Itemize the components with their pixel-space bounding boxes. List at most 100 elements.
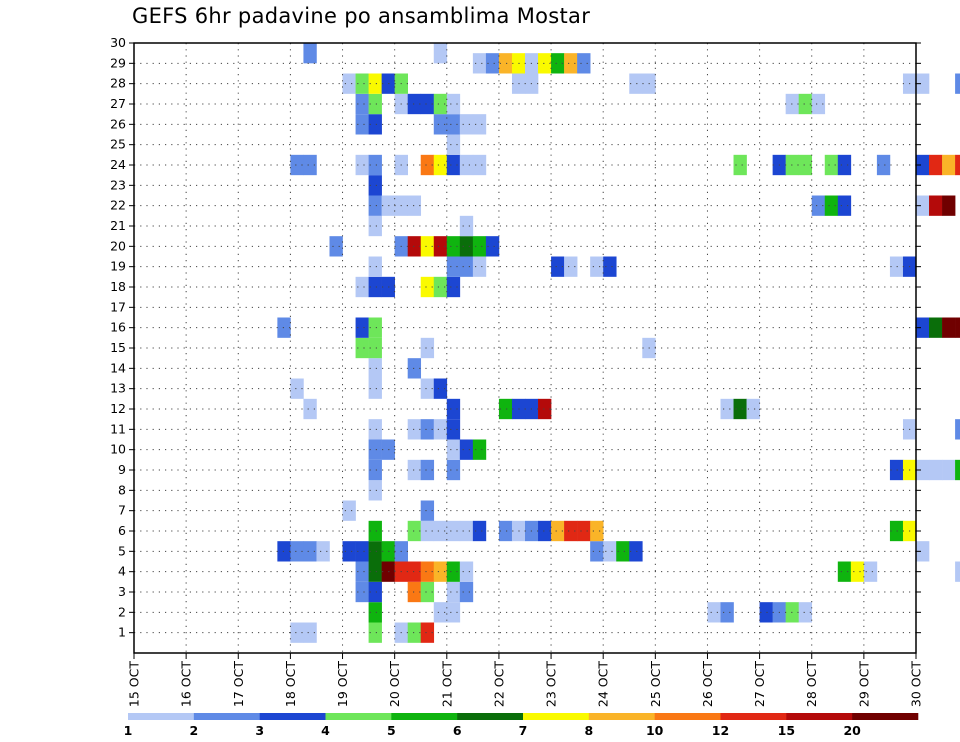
precip-cell (942, 317, 956, 338)
precip-cell (420, 500, 435, 521)
precip-cell (955, 73, 960, 94)
y-tick-label: 27 (110, 96, 126, 111)
precip-cell (407, 459, 422, 481)
precip-cell (577, 53, 591, 74)
precip-cell (368, 419, 382, 440)
precip-cell (433, 378, 448, 399)
precip-cell (759, 602, 773, 623)
precip-cell (329, 236, 343, 257)
x-tick-label: 16 OCT (179, 661, 194, 707)
precip-cell (355, 561, 369, 582)
precip-cell (368, 561, 382, 582)
precip-cell (811, 93, 826, 115)
precip-cell (929, 317, 943, 338)
precip-cell (720, 398, 734, 420)
x-tick-label: 26 OCT (700, 661, 715, 707)
color-legend: 1 2 3 4 5 6 7 8 10 12 15 20 (124, 713, 919, 738)
precip-cell (316, 541, 330, 562)
precip-cell (368, 73, 382, 94)
precip-cell (942, 459, 956, 481)
precip-cell (863, 561, 878, 582)
precip-cell (459, 581, 474, 603)
precip-cell (446, 581, 461, 603)
precip-cell (446, 236, 461, 257)
y-tick-label: 14 (110, 360, 126, 375)
precip-cell (407, 622, 422, 643)
precip-cell (472, 256, 487, 277)
precip-cell (303, 541, 317, 562)
precip-cell (889, 459, 904, 481)
chart-title: GEFS 6hr padavine po ansamblima Mostar (132, 4, 591, 28)
legend-swatch (588, 713, 655, 720)
precip-cell (368, 480, 382, 501)
legend-swatch (259, 713, 326, 720)
precip-cell (551, 53, 565, 74)
x-tick-label: 17 OCT (231, 661, 246, 707)
precip-cell (916, 541, 930, 562)
precip-cell (459, 215, 474, 237)
precip-cell (368, 622, 382, 643)
precip-cell (955, 154, 960, 176)
y-tick-label: 4 (118, 564, 126, 579)
precip-cell (538, 520, 552, 542)
precip-cell (955, 561, 960, 582)
precip-cell (433, 154, 448, 176)
precip-cell (433, 520, 448, 542)
precip-cell (590, 541, 604, 562)
y-tick-label: 22 (110, 198, 126, 213)
legend-label: 15 (778, 723, 795, 738)
precip-cell (420, 622, 435, 643)
precip-cell (368, 256, 382, 277)
precip-cell (433, 114, 448, 135)
y-tick-label: 29 (110, 55, 126, 70)
precip-cell (446, 154, 461, 176)
precip-cell (446, 114, 461, 135)
y-tick-label: 13 (110, 381, 126, 396)
precip-cell (342, 541, 356, 562)
precip-cell (368, 581, 382, 603)
precip-cell (603, 256, 617, 277)
precip-cell (811, 195, 826, 216)
x-tick-label: 21 OCT (439, 661, 454, 707)
y-tick-label: 28 (110, 76, 126, 91)
precip-cell (290, 378, 304, 399)
precip-cell (551, 256, 565, 277)
y-tick-label: 16 (110, 320, 126, 335)
precip-cell (446, 520, 461, 542)
precip-cell (368, 317, 382, 338)
precip-cell (420, 581, 435, 603)
y-tick-label: 17 (110, 299, 126, 314)
x-tick-label: 29 OCT (856, 661, 871, 707)
y-tick-label: 24 (110, 157, 126, 172)
precip-cell (420, 561, 435, 582)
x-tick-label: 23 OCT (544, 661, 559, 707)
y-tick-label: 7 (118, 503, 126, 518)
precip-cell (485, 53, 500, 74)
precip-cell (733, 154, 747, 176)
legend-swatch (786, 713, 853, 720)
precip-cell (929, 459, 943, 481)
precip-cell (303, 398, 317, 420)
precip-cell (433, 561, 448, 582)
precip-cell (355, 73, 369, 94)
x-tick-label: 22 OCT (491, 661, 506, 707)
precip-cell (498, 53, 513, 74)
legend-label: 20 (843, 723, 861, 738)
precip-cell (446, 398, 461, 420)
precip-cell (472, 520, 487, 542)
precip-cell (798, 154, 813, 176)
precip-cell (446, 276, 461, 298)
y-tick-label: 18 (110, 279, 126, 294)
precip-cell (368, 154, 382, 176)
precip-cell (355, 317, 369, 338)
precip-cell (472, 439, 487, 460)
legend-label: 6 (453, 723, 462, 738)
precip-cell (303, 622, 317, 643)
precip-cell (498, 520, 513, 542)
precip-cell (472, 236, 487, 257)
precip-cell (355, 154, 369, 176)
precip-cell (355, 276, 369, 298)
precip-cell (290, 154, 304, 176)
precip-cell (420, 93, 435, 115)
precip-cell (407, 93, 422, 115)
